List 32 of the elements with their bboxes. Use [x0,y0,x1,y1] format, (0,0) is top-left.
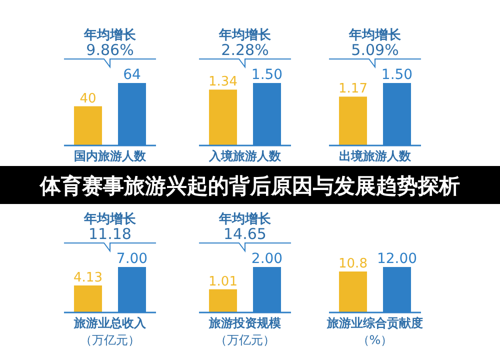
data-label: 64 [123,67,141,83]
data-label: 1.34 [208,74,238,90]
text: （万亿元） [80,333,140,347]
data-label: 1.01 [208,274,238,290]
text: 9.86% [86,41,134,59]
text: 14.65 [224,225,266,243]
data-label: 2.00 [251,251,283,267]
x-axis-title: 国内旅游人数 [74,149,147,163]
x-axis-title: 旅游投资规模 [208,316,281,330]
text: 11.18 [88,225,132,243]
text: （万亿元） [215,333,275,347]
data-label: 40 [80,91,96,106]
data-label: 7.00 [116,251,148,267]
data-label: 10.8 [338,256,368,272]
x-axis-title: 出境旅游人数 [339,149,412,163]
text: 年均增长 [83,212,137,227]
data-label: 12.00 [376,251,418,267]
text: 年均增长 [83,28,137,43]
x-axis-title: 旅游业综合贡献度 [326,316,423,330]
data-label: 1.17 [338,82,368,97]
text: 年均增长 [348,28,402,43]
text: 年均增长 [218,212,272,227]
text: 5.09% [351,41,399,59]
data-label: 4.13 [74,270,102,286]
text: 年均增长 [218,28,272,43]
text: 体育赛事旅游兴起的背后原因与发展趋势探析 [39,174,460,198]
data-label: 1.50 [381,67,413,83]
data-label: 1.50 [251,67,283,83]
x-axis-title: 入境旅游人数 [208,149,282,163]
text: （%） [357,333,393,347]
text: 2.28% [221,41,269,59]
x-axis-title: 旅游业总收入 [73,316,147,330]
